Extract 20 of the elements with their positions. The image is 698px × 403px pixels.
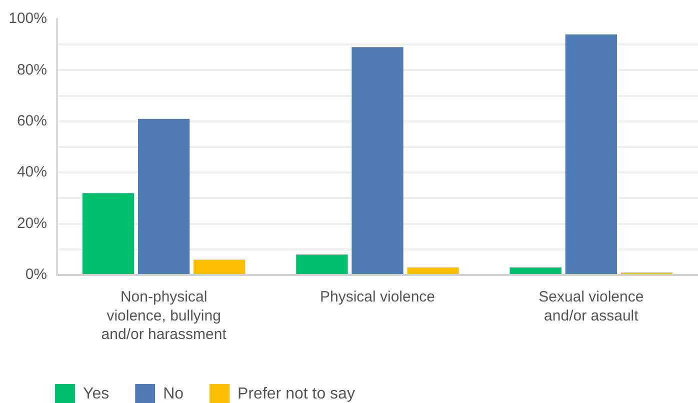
bar [565, 34, 617, 274]
y-tick-label: 20% [16, 214, 47, 232]
y-tick-label: 0% [25, 266, 47, 284]
bar [138, 118, 190, 274]
y-tick-label: 80% [16, 61, 47, 78]
x-tick-label: Non-physical violence, bullying and/or harassment [101, 288, 228, 344]
bar [82, 193, 134, 274]
x-tick-label: Sexual violence and/or assault [538, 288, 644, 324]
bar [352, 47, 404, 274]
x-tick-label: Physical violence [320, 288, 436, 306]
y-tick-label: 40% [16, 164, 47, 181]
bar [510, 267, 562, 274]
bar [296, 254, 348, 274]
bar [194, 260, 246, 274]
legend-label: Prefer not to say [238, 385, 355, 402]
y-tick-label: 60% [16, 112, 47, 130]
y-tick-label: 100% [8, 10, 47, 28]
legend-label: No [163, 385, 184, 402]
bar [407, 267, 459, 274]
legend-label: Yes [83, 385, 110, 402]
